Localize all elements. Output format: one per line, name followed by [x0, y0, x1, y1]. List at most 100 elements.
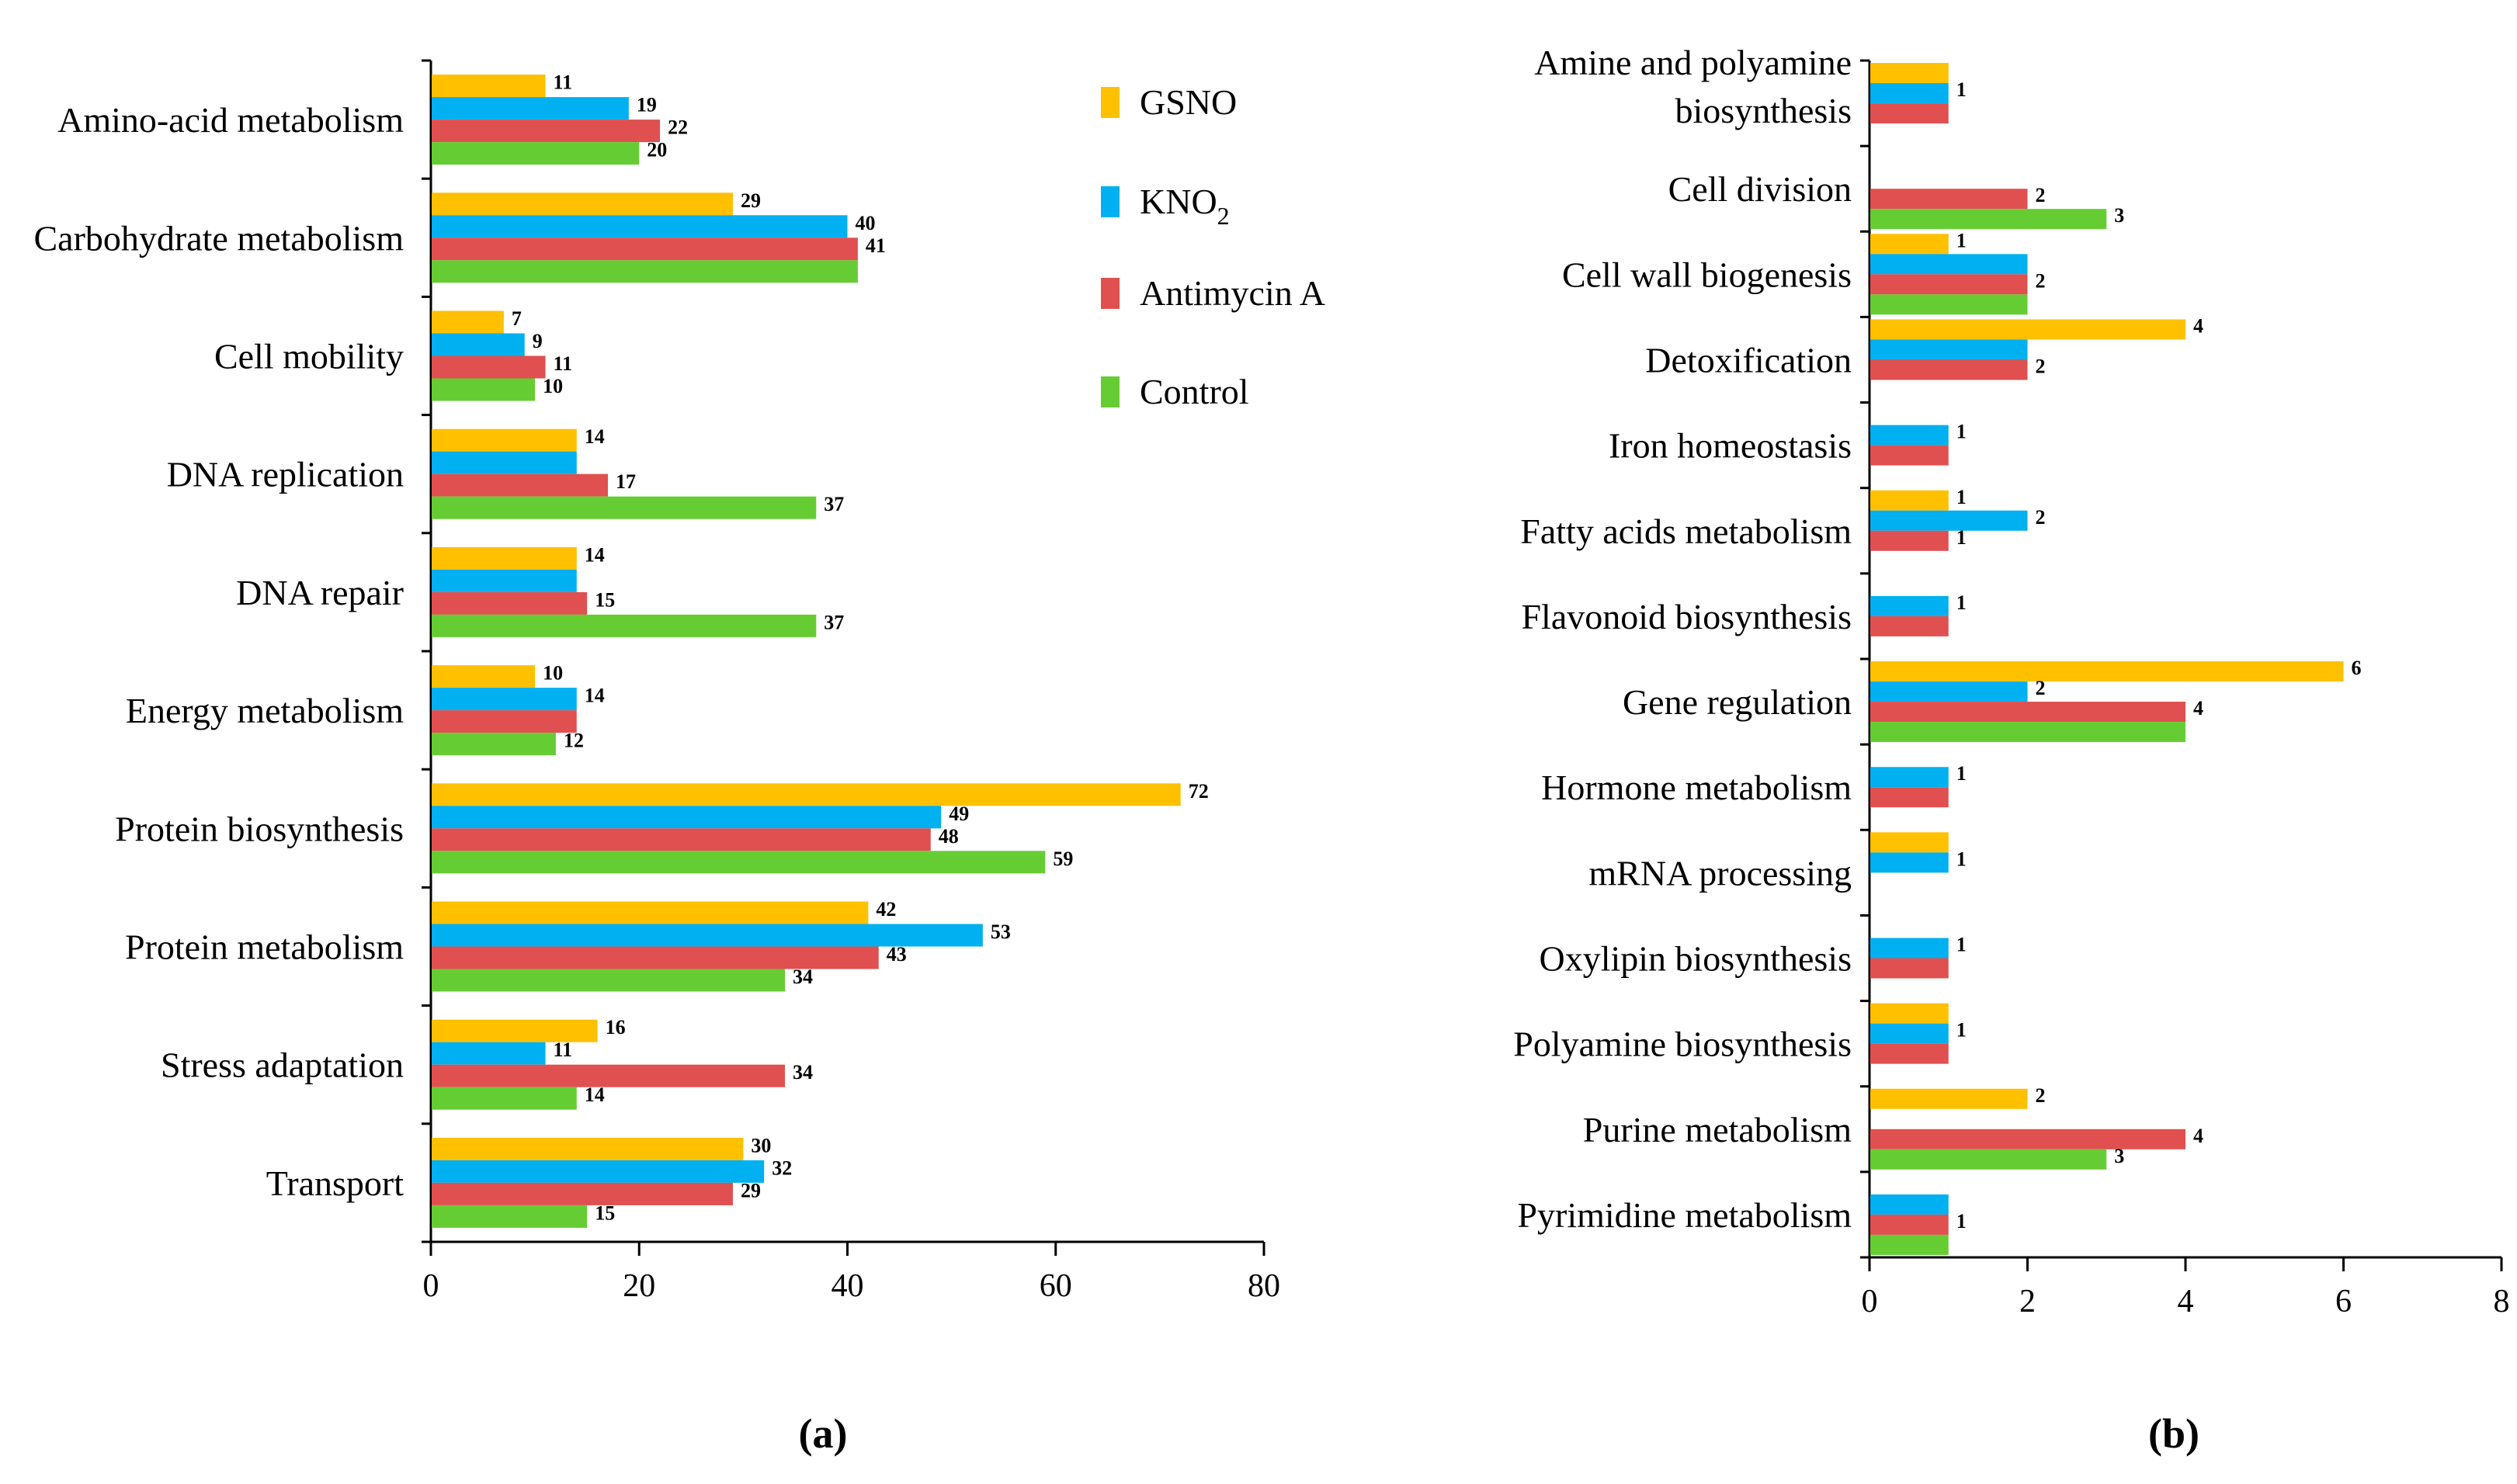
data-label-transport-antimycin-a: 29 — [741, 1179, 761, 1201]
panel-label: (b) — [2148, 1410, 2199, 1457]
bar-cell-wall-biogenesis-kno2 — [1870, 254, 2028, 275]
x-tick-label: 0 — [423, 1268, 439, 1304]
x-tick-label: 4 — [2178, 1284, 2194, 1319]
data-label-protein-metabolism-antimycin-a: 43 — [887, 943, 907, 966]
category-label-amine-and-polyamine-biosynthesis: Amine and polyamine biosynthesis — [1534, 43, 1852, 130]
data-label-dna-repair-gsno: 14 — [585, 543, 605, 566]
data-label-gene-regulation-gsno: 6 — [2352, 657, 2362, 679]
data-label-protein-biosynthesis-gsno: 72 — [1189, 780, 1209, 803]
data-label-gene-regulation-kno2: 2 — [2036, 677, 2046, 699]
panel-a-chart: 0 20 40 60 80 Amino-acid metabolism Carbohydra… — [34, 59, 1280, 1457]
data-label-protein-metabolism-gsno: 42 — [876, 898, 896, 921]
data-label-cell-mobility-control: 10 — [543, 375, 563, 397]
bar-protein-metabolism-gsno — [432, 901, 869, 924]
bar-oxylipin-biosynthesis-antimycin-a — [1870, 958, 1949, 979]
panel-label: (a) — [799, 1410, 848, 1457]
data-label-amine-and-polyamine-biosynthesis-kno2: 1 — [1956, 78, 1967, 101]
data-label-dna-repair-control: 37 — [824, 611, 844, 633]
bar-gene-regulation-gsno — [1870, 661, 2344, 682]
category-label-flavonoid-biosynthesis: Flavonoid biosynthesis — [1521, 597, 1852, 636]
bar-cell-wall-biogenesis-antimycin-a — [1870, 274, 2028, 295]
bar-amine-and-polyamine-biosynthesis-antimycin-a — [1870, 103, 1949, 124]
bar-cell-division-control — [1870, 209, 2107, 230]
bar-carbohydrate-metabolism-gsno — [432, 192, 733, 216]
bar-iron-homeostasis-antimycin-a — [1870, 445, 1949, 466]
category-label-amino-acid-metabolism: Amino-acid metabolism — [57, 100, 404, 140]
bar-amino-acid-metabolism-antimycin-a — [432, 120, 661, 143]
legend-swatch-control — [1101, 376, 1120, 407]
data-label-gene-regulation-antimycin-a: 4 — [2193, 697, 2203, 719]
category-label-iron-homeostasis: Iron homeostasis — [1609, 426, 1852, 466]
bar-cell-mobility-kno2 — [432, 333, 525, 356]
bar-pyrimidine-metabolism-kno2 — [1870, 1194, 1949, 1215]
legend-label-antimycin-a: Antimycin A — [1140, 273, 1325, 313]
bar-detoxification-kno2 — [1870, 339, 2028, 360]
category-label-energy-metabolism: Energy metabolism — [126, 691, 404, 730]
data-label-purine-metabolism-antimycin-a: 4 — [2193, 1125, 2203, 1147]
category-label-protein-biosynthesis: Protein biosynthesis — [115, 809, 404, 848]
bar-cell-wall-biogenesis-control — [1870, 294, 2028, 315]
data-label-hormone-metabolism-kno2: 1 — [1956, 762, 1967, 785]
category-label-cell-wall-biogenesis: Cell wall biogenesis — [1562, 255, 1852, 294]
bar-amine-and-polyamine-biosynthesis-kno2 — [1870, 83, 1949, 104]
category-label-dna-replication: DNA replication — [167, 455, 404, 494]
data-label-oxylipin-biosynthesis-kno2: 1 — [1956, 934, 1967, 956]
bar-flavonoid-biosynthesis-antimycin-a — [1870, 615, 1949, 636]
category-label-cell-mobility: Cell mobility — [214, 337, 404, 376]
bar-hormone-metabolism-kno2 — [1870, 767, 1949, 788]
x-tick-label: 8 — [2494, 1284, 2510, 1319]
category-label-carbohydrate-metabolism: Carbohydrate metabolism — [34, 218, 404, 258]
x-tick-label: 0 — [1862, 1284, 1878, 1319]
bar-amino-acid-metabolism-control — [432, 142, 640, 165]
data-label-iron-homeostasis-kno2: 1 — [1956, 421, 1967, 443]
bar-protein-biosynthesis-kno2 — [432, 806, 942, 829]
bar-hormone-metabolism-antimycin-a — [1870, 787, 1949, 808]
bar-purine-metabolism-gsno — [1870, 1088, 2028, 1109]
data-label-carbohydrate-metabolism-antimycin-a: 41 — [866, 234, 886, 257]
category-label-mrna-processing: mRNA processing — [1588, 853, 1852, 893]
data-label-protein-biosynthesis-kno2: 49 — [949, 803, 969, 825]
data-label-energy-metabolism-control: 12 — [564, 730, 584, 752]
bar-energy-metabolism-control — [432, 733, 556, 756]
bar-detoxification-gsno — [1870, 319, 2185, 340]
data-label-stress-adaptation-antimycin-a: 34 — [793, 1061, 813, 1084]
bar-polyamine-biosynthesis-kno2 — [1870, 1023, 1949, 1044]
data-label-fatty-acids-metabolism-kno2: 2 — [2036, 506, 2046, 529]
bar-amino-acid-metabolism-kno2 — [432, 97, 629, 120]
bar-dna-replication-antimycin-a — [432, 473, 609, 497]
bar-transport-gsno — [432, 1137, 744, 1160]
bar-transport-control — [432, 1205, 588, 1228]
data-label-pyrimidine-metabolism-antimycin-a: 1 — [1956, 1210, 1967, 1233]
x-tick-label: 80 — [1248, 1268, 1280, 1304]
data-label-transport-gsno: 30 — [751, 1134, 771, 1156]
data-label-dna-replication-control: 37 — [824, 493, 844, 515]
bar-protein-metabolism-kno2 — [432, 924, 983, 947]
data-label-carbohydrate-metabolism-gsno: 29 — [741, 189, 761, 212]
data-label-flavonoid-biosynthesis-kno2: 1 — [1956, 591, 1967, 614]
bar-cell-mobility-antimycin-a — [432, 355, 546, 379]
data-label-transport-kno2: 32 — [772, 1156, 792, 1179]
data-label-protein-biosynthesis-antimycin-a: 48 — [939, 825, 959, 848]
bar-mrna-processing-kno2 — [1870, 852, 1949, 873]
bar-stress-adaptation-antimycin-a — [432, 1064, 786, 1087]
bar-gene-regulation-control — [1870, 722, 2185, 743]
bar-cell-wall-biogenesis-gsno — [1870, 234, 1949, 255]
data-label-fatty-acids-metabolism-antimycin-a: 1 — [1956, 526, 1967, 549]
data-label-transport-control: 15 — [595, 1201, 615, 1224]
bar-pyrimidine-metabolism-control — [1870, 1234, 1949, 1255]
data-label-dna-replication-antimycin-a: 17 — [616, 470, 636, 493]
bar-dna-repair-gsno — [432, 546, 577, 570]
data-label-stress-adaptation-kno2: 11 — [554, 1038, 573, 1061]
category-label-protein-metabolism: Protein metabolism — [125, 928, 404, 967]
category-label-stress-adaptation: Stress adaptation — [161, 1045, 404, 1085]
legend-swatch-antimycin-a — [1101, 278, 1120, 309]
bar-energy-metabolism-antimycin-a — [432, 710, 577, 733]
bar-stress-adaptation-kno2 — [432, 1042, 546, 1065]
bar-energy-metabolism-gsno — [432, 665, 536, 688]
legend-swatch-kno2 — [1101, 186, 1120, 217]
category-label-transport: Transport — [266, 1163, 404, 1203]
data-label-purine-metabolism-gsno: 2 — [2036, 1084, 2046, 1107]
category-label-oxylipin-biosynthesis: Oxylipin biosynthesis — [1539, 939, 1852, 979]
category-label-purine-metabolism: Purine metabolism — [1583, 1110, 1852, 1149]
